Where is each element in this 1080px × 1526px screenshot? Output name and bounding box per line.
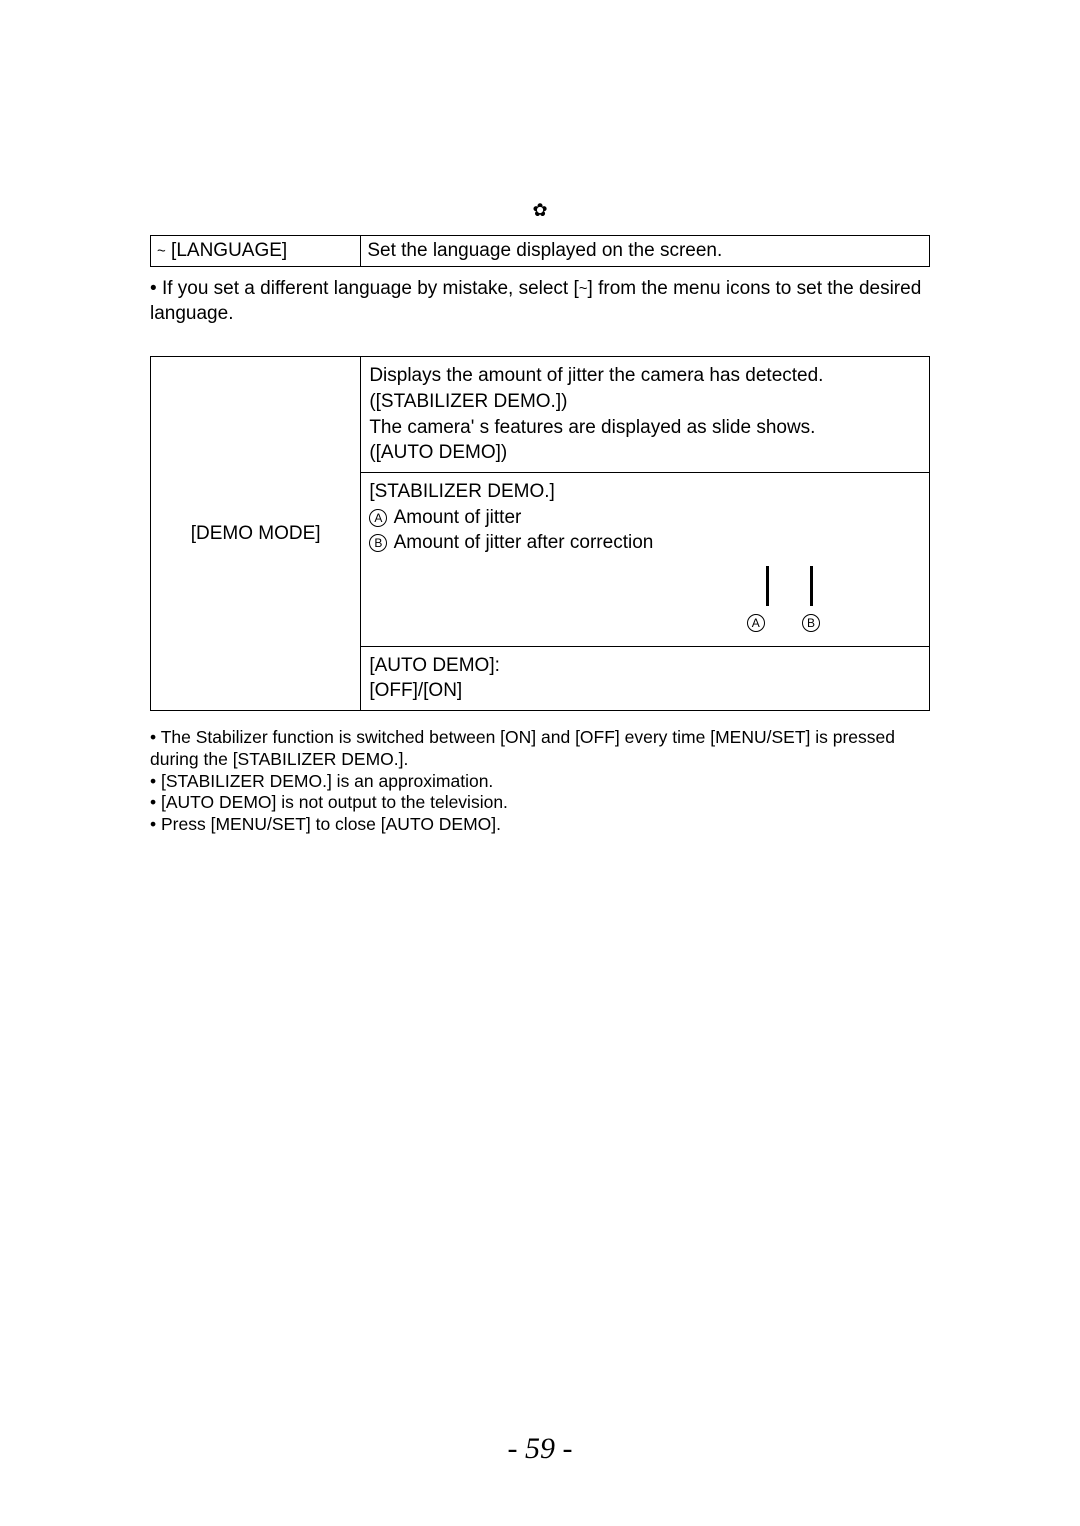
demo-top-line-0: Displays the amount of jitter the camera… [369,365,823,386]
language-desc: Set the language displayed on the screen… [367,240,722,261]
note-1: [STABILIZER DEMO.] is an approximation. [161,771,493,791]
divider-glyph: ✿ [532,200,547,220]
demo-mid-cell: [STABILIZER DEMO.] A Amount of jitter B … [361,472,930,646]
language-label-cell: ~ [LANGUAGE] [151,236,361,267]
note-3: Press [MENU/SET] to close [AUTO DEMO]. [161,814,501,834]
demo-top-line-3: ([AUTO DEMO]) [369,442,507,463]
circled-b-icon: B [369,534,387,552]
demo-bottom-line-1: [OFF]/[ON] [369,680,462,701]
circled-b-below-icon: B [802,614,820,632]
demo-notes: • The Stabilizer function is switched be… [150,727,930,836]
section-divider-icon: ✿ [150,200,930,221]
tick-b-icon [810,566,813,606]
tick-a-icon [766,566,769,606]
page-content: ✿ ~ [LANGUAGE] Set the language displaye… [0,0,1080,836]
language-icon: ~ [579,280,588,297]
demo-bottom-line-0: [AUTO DEMO]: [369,655,500,676]
note-0: The Stabilizer function is switched betw… [150,727,895,769]
demo-label: [DEMO MODE] [191,523,321,544]
demo-mid-heading: [STABILIZER DEMO.] [369,481,554,502]
note-2: [AUTO DEMO] is not output to the televis… [161,792,508,812]
demo-mode-table: [DEMO MODE] Displays the amount of jitte… [150,356,930,710]
language-desc-cell: Set the language displayed on the screen… [361,236,930,267]
page-number: - 59 - [0,1432,1080,1466]
jitter-tick-labels: A B [369,610,921,640]
demo-label-cell: [DEMO MODE] [151,357,361,710]
circled-a-below-icon: A [747,614,765,632]
demo-bottom-cell: [AUTO DEMO]: [OFF]/[ON] [361,646,930,710]
language-note: • If you set a different language by mis… [150,277,930,326]
jitter-tick-row [369,556,921,610]
demo-top-line-2: The camera' s features are displayed as … [369,417,815,438]
language-setting-table: ~ [LANGUAGE] Set the language displayed … [150,235,930,267]
demo-top-line-1: ([STABILIZER DEMO.]) [369,391,567,412]
demo-top-cell: Displays the amount of jitter the camera… [361,357,930,473]
demo-item-a: Amount of jitter [394,507,522,528]
language-note-prefix: If you set a different language by mista… [162,278,579,299]
circled-a-icon: A [369,509,387,527]
demo-item-b: Amount of jitter after correction [394,532,654,553]
language-label: [LANGUAGE] [171,240,287,261]
language-menu-icon: ~ [157,242,166,259]
